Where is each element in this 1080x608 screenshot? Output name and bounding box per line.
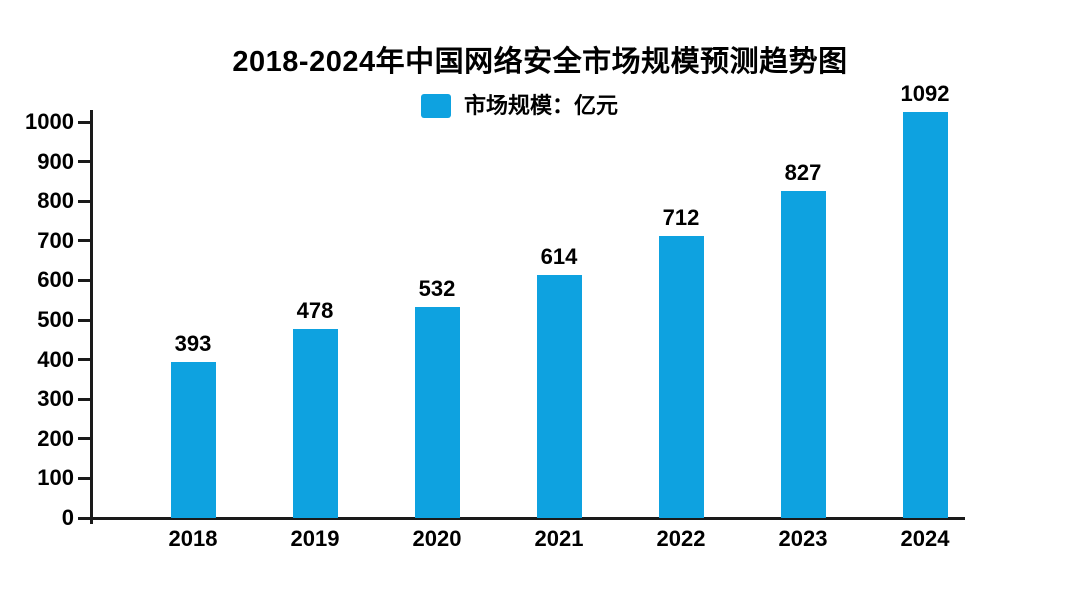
y-tick <box>78 120 91 124</box>
bar-value-label-2018: 393 <box>174 331 212 357</box>
y-tick <box>78 239 91 243</box>
x-axis-label-2019: 2019 <box>290 526 340 551</box>
x-axis-label-2024: 2024 <box>900 526 950 551</box>
legend-label: 市场规模：亿元 <box>464 93 619 118</box>
y-tick-label: 600 <box>37 267 74 293</box>
y-axis <box>90 110 93 524</box>
x-axis <box>79 517 965 520</box>
x-axis-label-2020: 2020 <box>412 526 462 551</box>
bar-2019 <box>292 328 338 518</box>
bar-value-label-2024: 1092 <box>900 81 950 106</box>
bar-value-label-2022: 712 <box>662 205 700 231</box>
y-tick-label: 1000 <box>25 109 74 134</box>
y-tick <box>78 160 91 164</box>
x-axis-label-2018: 2018 <box>168 526 218 551</box>
y-tick-label: 700 <box>37 227 74 253</box>
y-tick-label: 900 <box>37 148 74 174</box>
chart-title: 2018-2024年中国网络安全市场规模预测趋势图 <box>232 46 848 78</box>
x-axis-label-2022: 2022 <box>656 526 706 551</box>
y-tick <box>78 358 91 362</box>
y-tick-label: 300 <box>37 386 74 412</box>
y-tick-label: 800 <box>37 188 74 214</box>
bar-value-label-2023: 827 <box>784 159 822 185</box>
y-tick-label: 100 <box>37 465 74 491</box>
bar-2020 <box>414 307 460 518</box>
x-axis-label-2023: 2023 <box>778 526 828 551</box>
x-axis-label-2021: 2021 <box>534 526 584 551</box>
bar-2023 <box>780 190 826 518</box>
y-tick <box>78 437 91 441</box>
bar-2021 <box>536 274 582 518</box>
bar-value-label-2019: 478 <box>296 297 334 323</box>
legend: 市场规模：亿元 <box>421 94 618 118</box>
bar-2022 <box>658 236 704 518</box>
y-tick-label: 200 <box>37 425 74 451</box>
legend-swatch-icon <box>421 94 451 118</box>
y-tick <box>78 397 91 401</box>
y-tick-label: 500 <box>37 307 74 332</box>
y-tick <box>78 516 91 520</box>
bar-2018 <box>170 362 216 518</box>
y-tick <box>78 199 91 203</box>
y-tick-label: 0 <box>61 505 74 530</box>
bar-value-label-2021: 614 <box>540 243 578 269</box>
bar-2024 <box>902 112 948 518</box>
y-tick-label: 400 <box>37 346 74 372</box>
y-tick <box>78 318 91 322</box>
bar-value-label-2020: 532 <box>418 276 456 302</box>
y-tick <box>78 278 91 282</box>
y-tick <box>78 476 91 480</box>
